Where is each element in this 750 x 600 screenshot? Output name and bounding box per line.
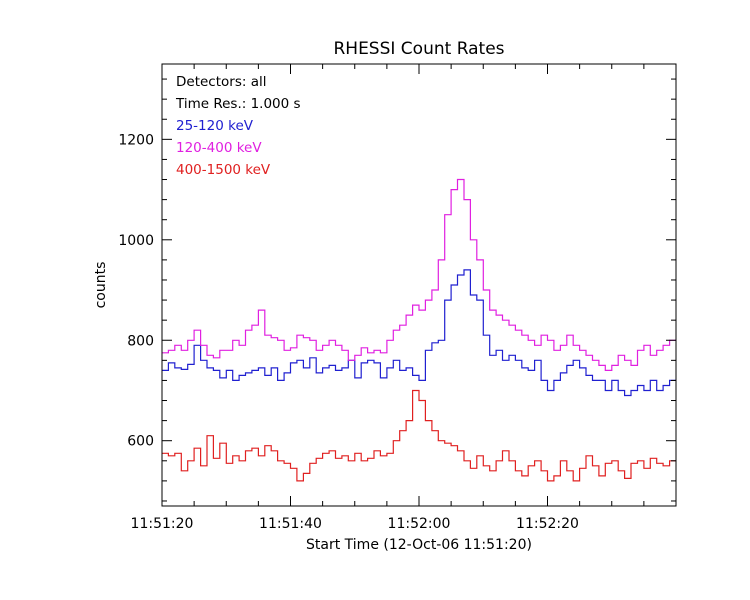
y-tick-label: 1200 <box>118 132 154 148</box>
x-tick-label: 11:52:00 <box>388 516 451 532</box>
annotation-time-res: Time Res.: 1.000 s <box>175 96 301 112</box>
x-axis-label: Start Time (12-Oct-06 11:51:20) <box>306 537 532 553</box>
x-tick-label: 11:52:20 <box>516 516 579 532</box>
series-line-25-120-kev <box>162 269 676 397</box>
legend-400-1500-kev: 400-1500 keV <box>176 162 271 178</box>
series-line-400-1500-kev <box>162 389 676 482</box>
annotation-detectors: Detectors: all <box>176 74 266 90</box>
series-layer <box>162 178 676 482</box>
legend-120-400-kev: 120-400 keV <box>176 140 262 156</box>
y-axis-label: counts <box>93 262 109 309</box>
chart-title: RHESSI Count Rates <box>333 39 504 59</box>
x-tick-label: 11:51:20 <box>131 516 194 532</box>
x-tick-label: 11:51:40 <box>259 516 322 532</box>
ticks-layer: 11:51:20 11:51:40 11:52:00 11:52:20 600 800 10… <box>118 64 677 532</box>
series-line-120-400-kev <box>162 178 676 371</box>
y-tick-label: 1000 <box>118 233 154 249</box>
y-tick-label: 800 <box>127 333 154 349</box>
y-tick-label: 600 <box>127 434 154 450</box>
legend-25-120-kev: 25-120 keV <box>176 118 254 134</box>
